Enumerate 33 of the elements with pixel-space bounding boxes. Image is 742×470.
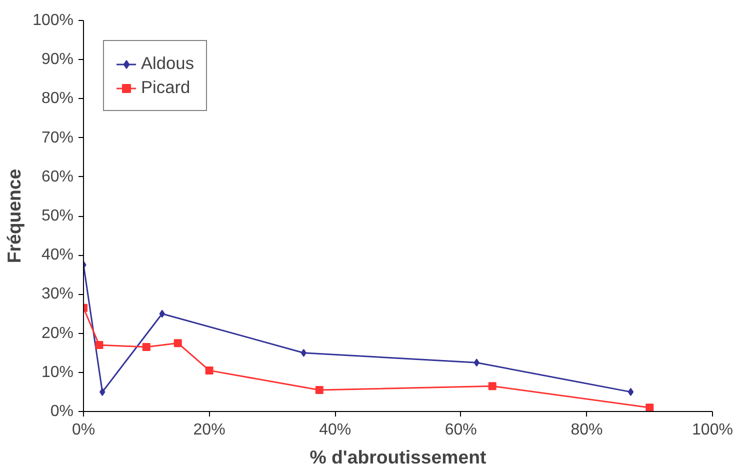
point [315, 386, 324, 394]
y-tick-label: 0% [50, 403, 74, 420]
x-tick-label: 40% [319, 422, 352, 438]
point [159, 310, 165, 318]
y-tick-label: 10% [41, 364, 74, 381]
point [174, 339, 182, 348]
point [488, 382, 496, 390]
y-axis-title: Fréquence [4, 168, 25, 264]
point [205, 366, 214, 374]
point [646, 404, 654, 412]
point [628, 388, 634, 396]
point [142, 342, 150, 351]
point [300, 348, 306, 357]
point [95, 341, 104, 350]
y-tick-label: 40% [41, 246, 74, 264]
y-tick-label: 70% [41, 129, 74, 146]
x-tick-label: 20% [193, 422, 226, 438]
y-tick-label: 60% [41, 168, 74, 186]
x-tick-label: 80% [570, 422, 603, 438]
legend-label: Picard [141, 77, 190, 98]
y-tick-label: 20% [41, 324, 74, 342]
y-tick-label: 90% [41, 51, 74, 68]
y-tick-label: 80% [41, 90, 74, 108]
y-tick-label: 50% [41, 208, 74, 224]
x-axis-title: % d'abroutissement [310, 446, 486, 468]
x-tick-label: 100% [692, 422, 733, 438]
point [100, 388, 106, 396]
legend-label: Aldous [141, 53, 194, 74]
y-tick-label: 30% [41, 286, 74, 303]
x-tick-label: 60% [444, 422, 477, 438]
x-tick-label: 0% [72, 422, 96, 438]
point [474, 358, 480, 367]
y-tick-label: 100% [32, 12, 74, 29]
